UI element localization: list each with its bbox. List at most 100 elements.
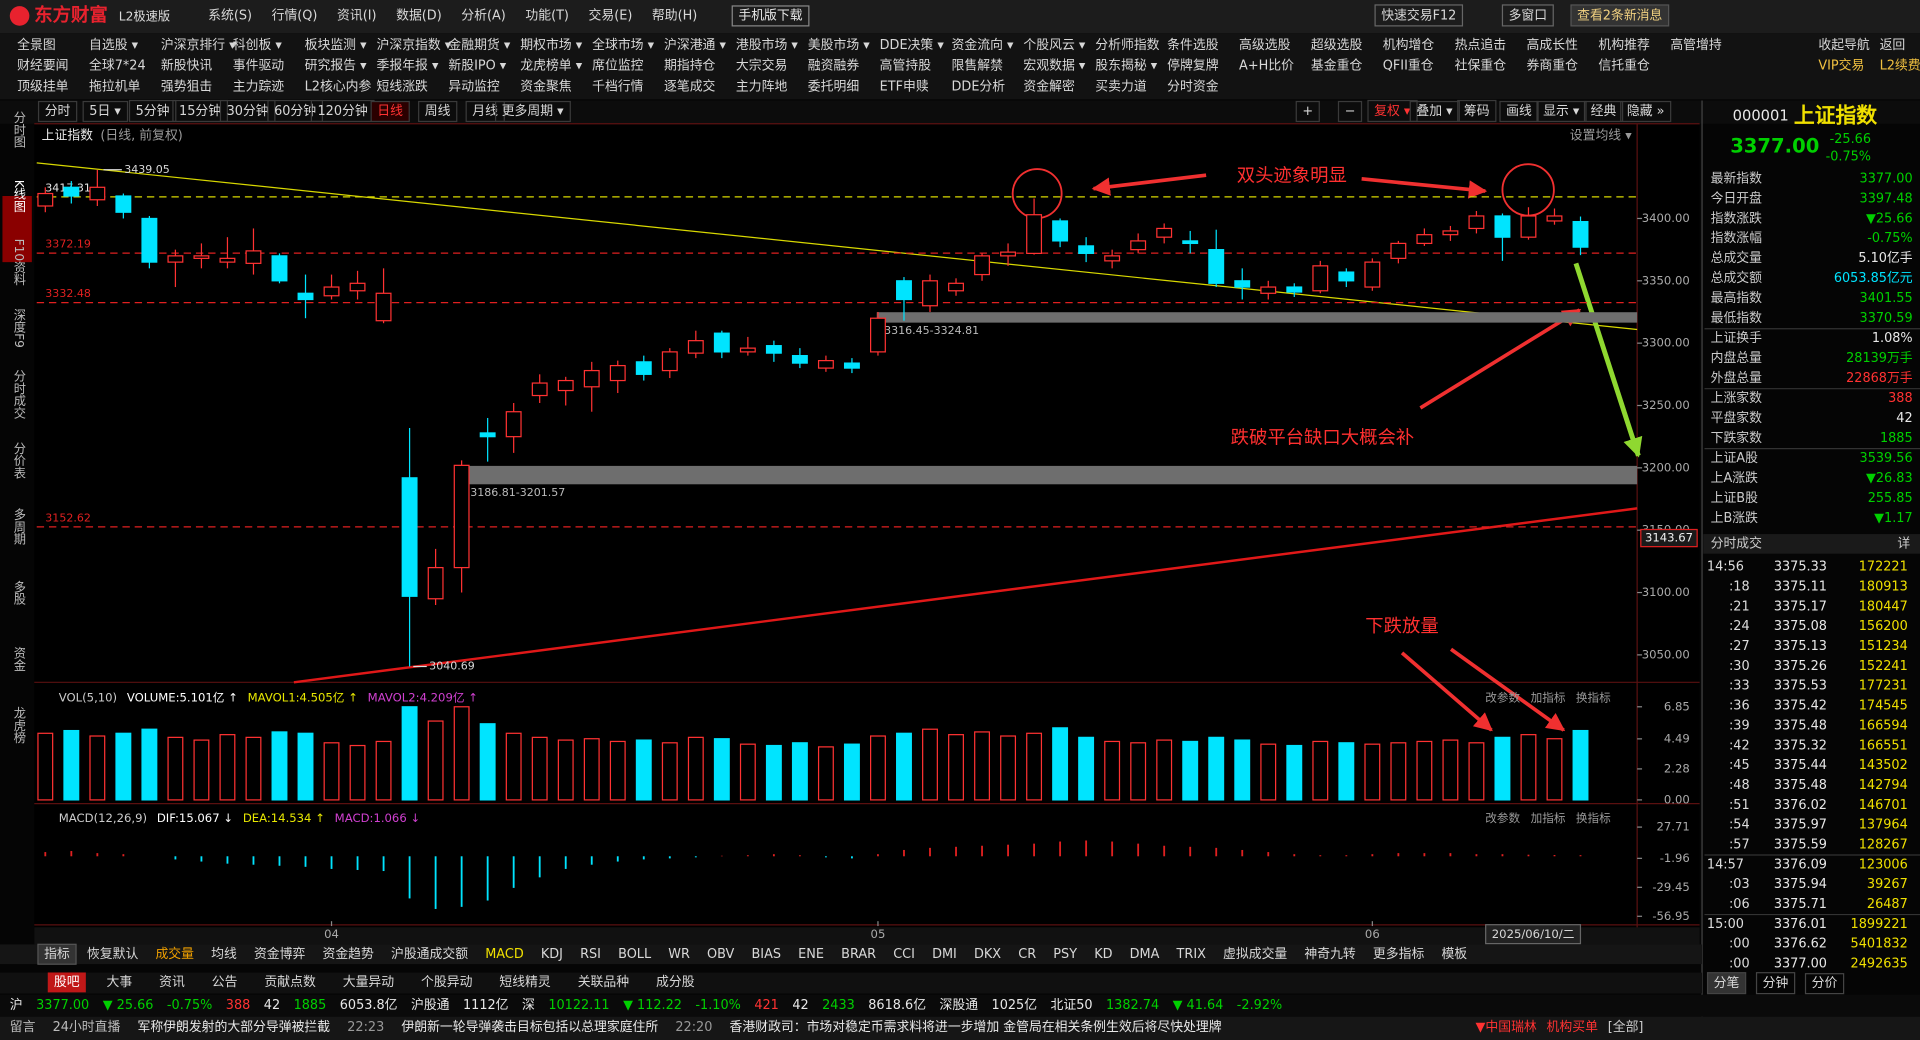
nav-item[interactable]: 分时资金 bbox=[1167, 78, 1219, 94]
indicator-tab[interactable]: DKX bbox=[974, 947, 1001, 962]
nav-item[interactable]: 大宗交易 bbox=[736, 58, 787, 74]
scrollbar[interactable] bbox=[34, 927, 1700, 945]
nav-item[interactable]: 超级选股 bbox=[1311, 38, 1363, 53]
tool-button[interactable]: 经典 bbox=[1591, 104, 1617, 119]
indicator-button[interactable]: 换指标 bbox=[1576, 811, 1611, 825]
indicator-tab[interactable]: BOLL bbox=[618, 947, 652, 962]
ticker-item[interactable]: 留言 bbox=[10, 1020, 36, 1035]
menu-item[interactable]: 交易(E) bbox=[589, 7, 633, 23]
trades-detail[interactable]: 详 bbox=[1897, 536, 1910, 551]
nav-item[interactable]: 全球7*24 bbox=[89, 58, 146, 74]
nav-item[interactable]: 港股市场 ▾ bbox=[736, 37, 798, 53]
nav-item[interactable]: 基金重仓 bbox=[1311, 58, 1363, 74]
tool-button[interactable]: 隐藏 » bbox=[1627, 104, 1665, 119]
sidebar-item[interactable]: 多周期 bbox=[12, 508, 26, 545]
indicator-button[interactable]: 改参数 bbox=[1485, 811, 1520, 825]
indicator-button[interactable]: 改参数 bbox=[1485, 691, 1520, 705]
nav-item[interactable]: 新股IPO ▾ bbox=[448, 58, 506, 74]
indicator-button[interactable]: 换指标 bbox=[1576, 691, 1611, 705]
nav-item[interactable]: 沪深京指数 ▾ bbox=[377, 38, 452, 53]
tool-button[interactable]: 画线 bbox=[1506, 104, 1532, 119]
indicator-tab[interactable]: 沪股通成交额 bbox=[391, 946, 468, 962]
nav-right[interactable]: 收起导航 bbox=[1818, 37, 1870, 53]
period-tab[interactable]: 日线 bbox=[377, 104, 403, 119]
sidebar-item[interactable]: F10资料 bbox=[12, 239, 26, 286]
nav-item[interactable]: 高级选股 bbox=[1239, 37, 1291, 53]
period-tab[interactable]: 周线 bbox=[425, 104, 451, 119]
indicator-tab[interactable]: BIAS bbox=[751, 947, 781, 962]
nav-item[interactable]: DDE分析 bbox=[952, 79, 1006, 94]
tool-button[interactable]: + bbox=[1302, 104, 1313, 119]
indicator-tab[interactable]: 资金趋势 bbox=[322, 946, 374, 962]
tool-button[interactable]: 复权 ▾ bbox=[1374, 103, 1411, 119]
nav-item[interactable]: 条件选股 bbox=[1167, 37, 1219, 53]
nav-item[interactable]: 信托重仓 bbox=[1598, 58, 1650, 74]
menu-item[interactable]: 数据(D) bbox=[396, 8, 442, 23]
nav-item[interactable]: 板块监测 ▾ bbox=[305, 38, 367, 53]
nav-item[interactable]: 研究报告 ▾ bbox=[305, 59, 367, 74]
nav-item[interactable]: 停牌复牌 bbox=[1167, 58, 1219, 74]
period-tab[interactable]: 60分钟 bbox=[274, 103, 316, 119]
nav-item[interactable]: 千档行情 bbox=[592, 79, 644, 94]
news-tab[interactable]: 资讯 bbox=[159, 975, 185, 990]
menu-item[interactable]: 资讯(I) bbox=[337, 8, 376, 23]
sidebar-item[interactable]: 分时成交 bbox=[12, 370, 26, 420]
nav-item[interactable]: A+H比价 bbox=[1239, 59, 1294, 74]
period-tab[interactable]: 120分钟 bbox=[318, 103, 368, 119]
ticker-item[interactable]: 伊朗新一轮导弹袭击目标包括以总理家庭住所 bbox=[401, 1019, 658, 1035]
nav-item[interactable]: 科创板 ▾ bbox=[233, 38, 283, 53]
news-tab[interactable]: 关联品种 bbox=[578, 975, 630, 990]
nav-item[interactable]: 强势狙击 bbox=[161, 78, 213, 94]
nav-item[interactable]: 异动监控 bbox=[448, 79, 500, 94]
nav-item[interactable]: 高管持股 bbox=[880, 58, 932, 74]
quick-trade[interactable]: 快速交易F12 bbox=[1381, 7, 1456, 23]
nav-item[interactable]: QFII重仓 bbox=[1383, 58, 1434, 74]
nav-item[interactable]: 沪深港通 ▾ bbox=[664, 38, 726, 53]
indicator-tab[interactable]: RSI bbox=[580, 947, 601, 962]
nav-item[interactable]: 限售解禁 bbox=[952, 58, 1004, 74]
period-tab[interactable]: 30分钟 bbox=[227, 103, 269, 119]
nav-right[interactable]: L2续费 bbox=[1880, 59, 1920, 74]
indicator-tab[interactable]: 均线 bbox=[211, 947, 237, 962]
news-tab[interactable]: 贡献点数 bbox=[264, 975, 316, 990]
indicator-tab[interactable]: 更多指标 bbox=[1373, 947, 1425, 962]
nav-item[interactable]: 短线涨跌 bbox=[377, 78, 429, 94]
nav-item[interactable]: 宏观数据 ▾ bbox=[1023, 59, 1085, 74]
indicator-tab[interactable]: 成交量 bbox=[155, 946, 194, 962]
period-tab[interactable]: 15分钟 bbox=[179, 103, 221, 119]
sidebar-item[interactable]: 分价表 bbox=[12, 442, 26, 479]
trades-tab[interactable]: 分价 bbox=[1812, 976, 1838, 991]
nav-item[interactable]: 自选股 ▾ bbox=[89, 38, 139, 53]
indicator-tab[interactable]: 指标 bbox=[44, 947, 70, 962]
news-tab[interactable]: 短线精灵 bbox=[499, 975, 551, 990]
news-tab[interactable]: 成分股 bbox=[656, 975, 695, 990]
nav-item[interactable]: 资金流向 ▾ bbox=[952, 37, 1014, 53]
nav-item[interactable]: 事件驱动 bbox=[233, 59, 285, 74]
nav-item[interactable]: 拖拉机单 bbox=[89, 79, 141, 94]
indicator-tab[interactable]: 神奇九转 bbox=[1304, 946, 1356, 962]
sidebar-item[interactable]: 分时图 bbox=[12, 111, 26, 148]
nav-item[interactable]: 股东揭秘 ▾ bbox=[1095, 59, 1157, 74]
ticker-item[interactable]: 香港财政司：市场对稳定币需求料将进一步增加 金管局在相关条例生效后将尽快处理牌 bbox=[730, 1019, 1222, 1035]
tool-button[interactable]: 显示 ▾ bbox=[1543, 104, 1580, 119]
indicator-tab[interactable]: CCI bbox=[893, 947, 915, 962]
nav-item[interactable]: 高管增持 bbox=[1670, 37, 1722, 53]
news-tab[interactable]: 股吧 bbox=[54, 975, 80, 990]
indicator-tab[interactable]: DMA bbox=[1130, 947, 1160, 962]
sidebar-item[interactable]: K线图 bbox=[12, 180, 26, 213]
menu-item[interactable]: 系统(S) bbox=[208, 8, 252, 23]
nav-item[interactable]: 顶级挂单 bbox=[17, 79, 69, 94]
nav-item[interactable]: 期指持仓 bbox=[664, 59, 716, 74]
nav-item[interactable]: 美股市场 ▾ bbox=[808, 37, 870, 53]
menu-item[interactable]: 分析(A) bbox=[461, 8, 505, 23]
indicator-tab[interactable]: 虚拟成交量 bbox=[1223, 946, 1287, 962]
nav-item[interactable]: 财经要闻 bbox=[17, 59, 68, 74]
nav-item[interactable]: L2核心内参 bbox=[305, 78, 372, 94]
ma-settings[interactable]: 设置均线 ▾ bbox=[1570, 128, 1632, 143]
nav-item[interactable]: 席位监控 bbox=[592, 58, 644, 74]
tool-button[interactable]: − bbox=[1345, 104, 1356, 119]
indicator-tab[interactable]: WR bbox=[668, 947, 690, 962]
messages[interactable]: 查看2条新消息 bbox=[1577, 7, 1662, 23]
indicator-tab[interactable]: 恢复默认 bbox=[87, 946, 139, 962]
ticker-item[interactable]: 军称伊朗发射的大部分导弹被拦截 bbox=[137, 1019, 330, 1035]
